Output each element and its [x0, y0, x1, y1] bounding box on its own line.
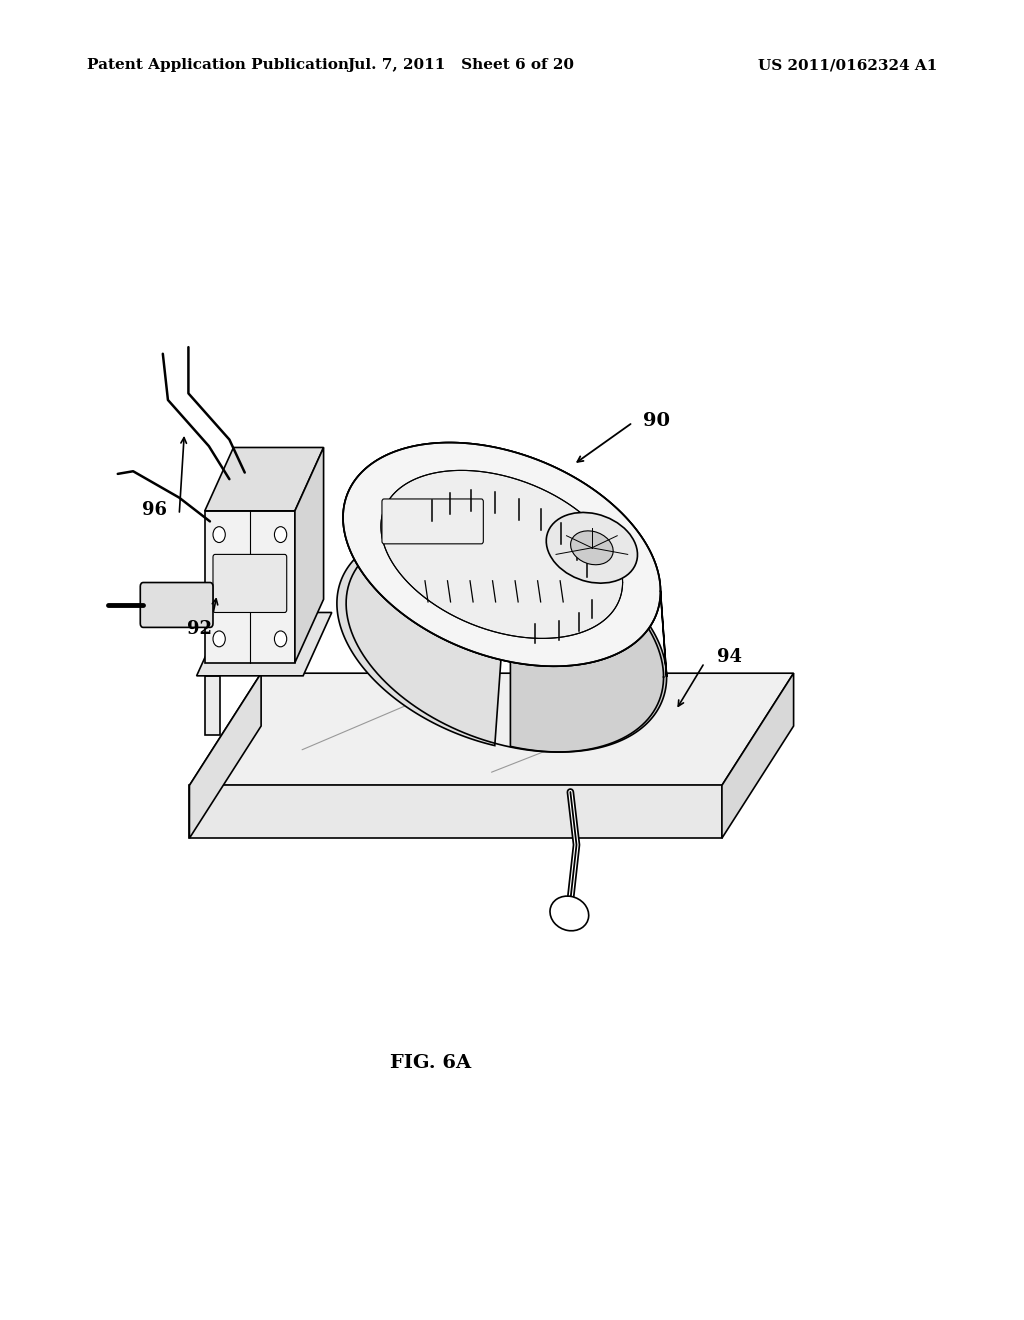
Ellipse shape: [546, 512, 638, 583]
Text: US 2011/0162324 A1: US 2011/0162324 A1: [758, 58, 937, 73]
Polygon shape: [205, 676, 220, 735]
Text: 90: 90: [643, 412, 670, 430]
Text: Jul. 7, 2011   Sheet 6 of 20: Jul. 7, 2011 Sheet 6 of 20: [347, 58, 574, 73]
FancyBboxPatch shape: [140, 582, 213, 627]
Text: Patent Application Publication: Patent Application Publication: [87, 58, 349, 73]
Polygon shape: [205, 511, 295, 663]
FancyBboxPatch shape: [382, 499, 483, 544]
Circle shape: [213, 631, 225, 647]
Polygon shape: [504, 449, 667, 752]
Circle shape: [274, 631, 287, 647]
Text: 96: 96: [142, 500, 167, 519]
FancyBboxPatch shape: [213, 554, 287, 612]
Polygon shape: [381, 470, 623, 639]
Polygon shape: [343, 442, 660, 667]
Polygon shape: [197, 612, 332, 676]
Text: 92: 92: [187, 620, 212, 639]
Polygon shape: [189, 673, 261, 838]
Circle shape: [274, 527, 287, 543]
Text: FIG. 6A: FIG. 6A: [389, 1053, 471, 1072]
Polygon shape: [337, 442, 501, 746]
Polygon shape: [205, 447, 324, 511]
Text: 94: 94: [717, 648, 741, 667]
Polygon shape: [189, 785, 722, 838]
Polygon shape: [295, 447, 324, 663]
Polygon shape: [722, 673, 794, 838]
Ellipse shape: [570, 531, 613, 565]
Polygon shape: [189, 673, 794, 785]
Ellipse shape: [550, 896, 589, 931]
Circle shape: [213, 527, 225, 543]
